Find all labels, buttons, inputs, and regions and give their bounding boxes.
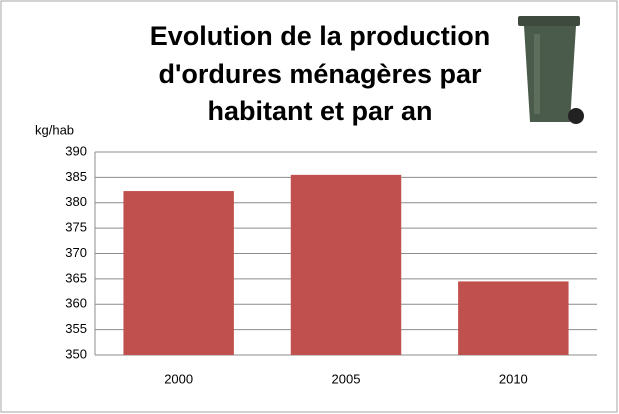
y-axis-label: kg/hab: [35, 122, 74, 137]
y-tick-label: 375: [65, 220, 87, 235]
y-tick-label: 365: [65, 270, 87, 285]
bar: [290, 174, 402, 355]
bar: [458, 281, 569, 355]
bin-icon: [518, 16, 584, 124]
x-tick-label: 2005: [332, 371, 361, 386]
y-tick-label: 355: [65, 321, 87, 336]
y-tick-label: 350: [65, 346, 87, 361]
x-tick-label: 2010: [499, 371, 528, 386]
chart-title: Evolution de la production: [150, 21, 491, 51]
y-tick-label: 385: [65, 169, 87, 184]
chart-title: d'ordures ménagères par: [158, 59, 482, 89]
y-tick-label: 370: [65, 245, 87, 260]
y-tick-label: 380: [65, 194, 87, 209]
chart-title: habitant et par an: [207, 96, 432, 126]
bar: [123, 191, 234, 355]
x-tick-label: 2000: [164, 371, 193, 386]
y-tick-label: 360: [65, 296, 87, 311]
y-tick-label: 390: [65, 143, 87, 158]
